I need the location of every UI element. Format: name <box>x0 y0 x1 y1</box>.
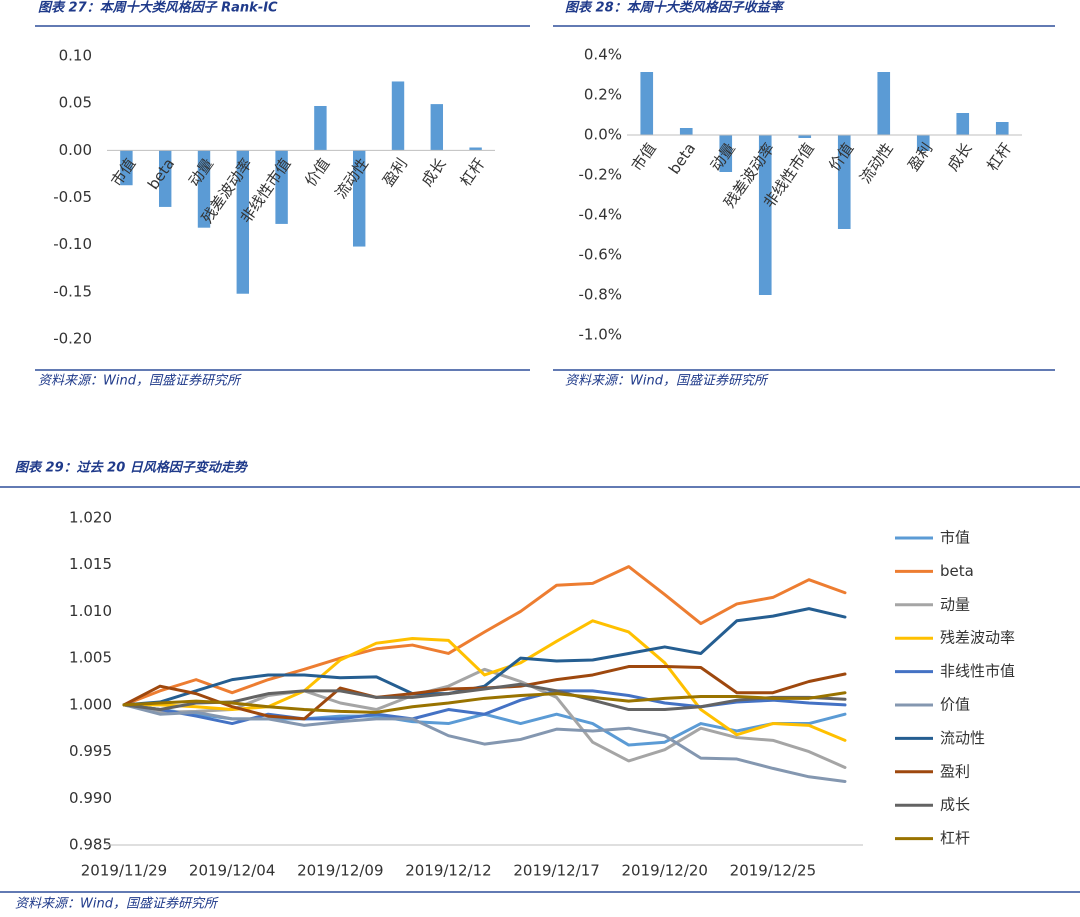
bar <box>837 135 851 229</box>
bar <box>640 72 654 135</box>
bar <box>120 150 133 186</box>
bar <box>275 150 288 224</box>
bar <box>877 72 891 135</box>
y-tick-label: -0.8% <box>578 286 622 304</box>
x-tick-label: 盈利 <box>904 140 936 175</box>
bar <box>391 81 405 151</box>
y-tick-label: 0.990 <box>69 789 112 807</box>
x-tick-label: 2019/12/17 <box>513 862 599 880</box>
chart-caption: 图表 28：本周十大类风格因子收益率 <box>565 0 786 16</box>
y-tick-label: 0.4% <box>584 46 622 64</box>
legend-label: 动量 <box>940 595 970 613</box>
bar <box>995 122 1009 135</box>
x-tick-label: 价值 <box>825 140 857 175</box>
legend-label: 价值 <box>940 696 970 714</box>
x-tick-label: 动量 <box>185 155 217 190</box>
x-tick-label: 2019/12/04 <box>189 862 275 880</box>
x-tick-label: 2019/11/29 <box>81 862 167 880</box>
y-tick-label: -0.10 <box>53 235 92 253</box>
bar <box>798 135 812 138</box>
legend-label: 非线性市值 <box>940 662 1015 680</box>
x-tick-label: 动量 <box>707 140 739 175</box>
x-tick-label: 价值 <box>301 155 333 190</box>
y-tick-label: 1.015 <box>69 555 112 573</box>
y-tick-label: 1.005 <box>69 649 112 667</box>
bar <box>916 135 930 151</box>
y-tick-label: 0.995 <box>69 742 112 760</box>
legend-label: beta <box>940 562 974 580</box>
x-tick-label: beta <box>144 155 178 193</box>
source-note: 资料来源：Wind，国盛证券研究所 <box>565 373 769 389</box>
y-tick-label: -0.20 <box>53 330 92 348</box>
series-line <box>122 565 847 707</box>
y-tick-label: 1.000 <box>69 695 112 713</box>
y-tick-label: -0.05 <box>53 188 92 206</box>
series-line <box>122 691 847 714</box>
x-tick-label: 2019/12/25 <box>730 862 816 880</box>
legend-label: 杠杆 <box>940 829 970 847</box>
chart-caption: 图表 29：过去 20 日风格因子变动走势 <box>15 460 249 476</box>
bar <box>956 113 970 135</box>
x-tick-label: 2019/12/09 <box>297 862 383 880</box>
y-tick-label: -0.2% <box>578 166 622 184</box>
chart-caption: 图表 27：本周十大类风格因子 Rank-IC <box>38 0 278 16</box>
y-tick-label: 0.10 <box>59 47 92 65</box>
y-tick-label: -0.6% <box>578 246 622 264</box>
x-tick-label: beta <box>665 140 699 178</box>
x-tick-label: 流动性 <box>332 155 373 202</box>
y-tick-label: 0.2% <box>584 86 622 104</box>
legend-label: 盈利 <box>940 762 970 780</box>
y-tick-label: 1.020 <box>69 509 112 527</box>
bar <box>158 150 172 207</box>
series-line <box>122 607 847 707</box>
y-tick-label: -0.15 <box>53 282 92 300</box>
y-tick-label: 0.0% <box>584 126 622 144</box>
x-tick-label: 成长 <box>418 155 450 190</box>
series-line <box>122 703 847 783</box>
bar <box>758 135 772 295</box>
y-tick-label: -1.0% <box>578 326 622 344</box>
bar <box>679 128 693 135</box>
x-tick-label: 市值 <box>628 140 660 175</box>
x-tick-label: 2019/12/20 <box>622 862 708 880</box>
x-tick-label: 盈利 <box>379 155 411 190</box>
bar <box>469 147 482 151</box>
y-tick-label: 1.010 <box>69 602 112 620</box>
y-tick-label: 0.985 <box>69 836 112 854</box>
x-tick-label: 杠杆 <box>457 155 489 190</box>
legend-label: 成长 <box>940 796 970 814</box>
bar <box>314 105 327 151</box>
x-tick-label: 杠杆 <box>983 140 1015 175</box>
bar <box>352 150 366 247</box>
series-line <box>122 682 847 712</box>
source-note: 资料来源：Wind，国盛证券研究所 <box>38 373 242 389</box>
y-tick-label: 0.00 <box>59 141 92 159</box>
bar <box>197 150 211 228</box>
x-tick-label: 2019/12/12 <box>405 862 491 880</box>
legend-label: 流动性 <box>940 729 985 747</box>
legend-label: 市值 <box>940 529 970 547</box>
y-tick-label: 0.05 <box>59 94 92 112</box>
source-note: 资料来源：Wind，国盛证券研究所 <box>15 896 219 912</box>
legend-label: 残差波动率 <box>940 629 1015 647</box>
x-tick-label: 成长 <box>944 140 976 175</box>
x-tick-label: 流动性 <box>856 140 897 187</box>
bar <box>719 135 733 172</box>
y-tick-label: -0.4% <box>578 206 622 224</box>
bar <box>430 104 444 151</box>
bar <box>236 150 250 294</box>
x-tick-label: 市值 <box>107 155 139 190</box>
